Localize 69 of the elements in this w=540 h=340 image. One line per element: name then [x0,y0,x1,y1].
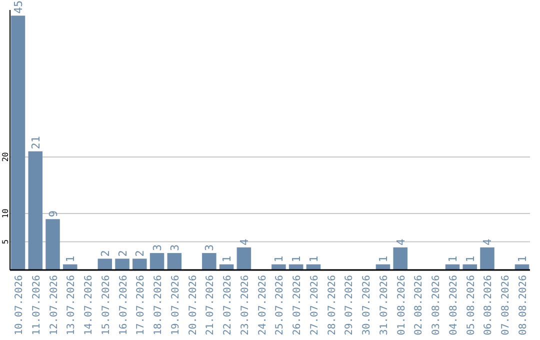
data-label: 1 [516,256,530,262]
bar [393,247,408,270]
bar [480,247,494,270]
x-tick-label: 18.07.2026 [153,275,164,336]
bar [202,253,216,270]
bar [150,253,164,270]
data-label: 1 [272,256,286,262]
x-tick-label: 24.07.2026 [257,275,268,336]
x-tick-label: 28.07.2026 [326,275,338,336]
x-tick-label: 23.07.2026 [240,275,251,336]
data-label: 4 [238,238,251,246]
data-label: 2 [116,250,130,257]
x-tick-label: 02.08.2026 [414,275,425,336]
data-label: 1 [376,256,390,262]
y-tick-label: 20 [1,152,10,162]
x-tick-label: 21.07.2026 [205,275,216,336]
x-tick-label: 20.07.2026 [188,275,199,336]
x-tick-label: 01.08.2026 [396,275,408,336]
bar [10,16,26,270]
data-label: 2 [98,250,112,257]
data-label: 9 [46,210,60,218]
data-label: 1 [446,256,460,262]
x-tick-label: 17.07.2026 [136,275,147,336]
x-tick-label: 13.07.2026 [66,275,78,336]
data-label: 3 [168,244,182,252]
bar [272,264,286,270]
x-tick-label: 15.07.2026 [100,275,112,336]
bar [236,247,252,270]
data-label: 45 [12,0,25,14]
bar [63,264,78,270]
bar [132,258,147,270]
data-label: 1 [290,256,304,262]
data-label: 1 [64,256,78,262]
x-tick-label: 16.07.2026 [118,275,130,336]
data-label: 3 [203,244,216,252]
x-tick-label: 12.07.2026 [48,275,60,336]
x-tick-label: 19.07.2026 [170,275,182,336]
data-label: 21 [29,136,42,150]
x-tick-label: 08.08.2026 [518,275,530,336]
bar [98,258,112,270]
x-tick-label: 07.08.2026 [500,275,512,336]
data-label: 1 [464,256,477,262]
x-tick-label: 14.07.2026 [84,275,95,336]
x-tick-label: 30.07.2026 [362,275,373,336]
data-label: 4 [394,238,408,246]
x-tick-label: 22.07.2026 [222,275,234,336]
y-tick-label: 5 [1,239,10,244]
x-tick-label: 31.07.2026 [378,275,390,336]
x-tick-label: 10.07.2026 [14,275,25,336]
data-label: 4 [481,238,494,246]
data-label: 1 [307,256,320,262]
x-tick-label: 26.07.2026 [292,275,304,336]
bar [46,219,60,270]
y-tick-label: 10 [1,208,10,218]
data-label: 2 [134,250,147,257]
x-tick-label: 11.07.2026 [31,275,42,336]
bar [462,264,477,270]
bar [167,253,182,270]
x-tick-label: 05.08.2026 [466,275,477,336]
x-tick-label: 27.07.2026 [309,275,320,336]
x-tick-label: 03.08.2026 [431,275,442,336]
bar [115,258,130,270]
data-label: 1 [220,256,234,262]
bar [28,151,42,270]
x-tick-label: 29.07.2026 [344,275,356,336]
data-label: 3 [151,244,164,252]
x-tick-label: 25.07.2026 [274,275,286,336]
x-tick-label: 04.08.2026 [448,275,460,336]
x-tick-label: 06.08.2026 [483,275,494,336]
